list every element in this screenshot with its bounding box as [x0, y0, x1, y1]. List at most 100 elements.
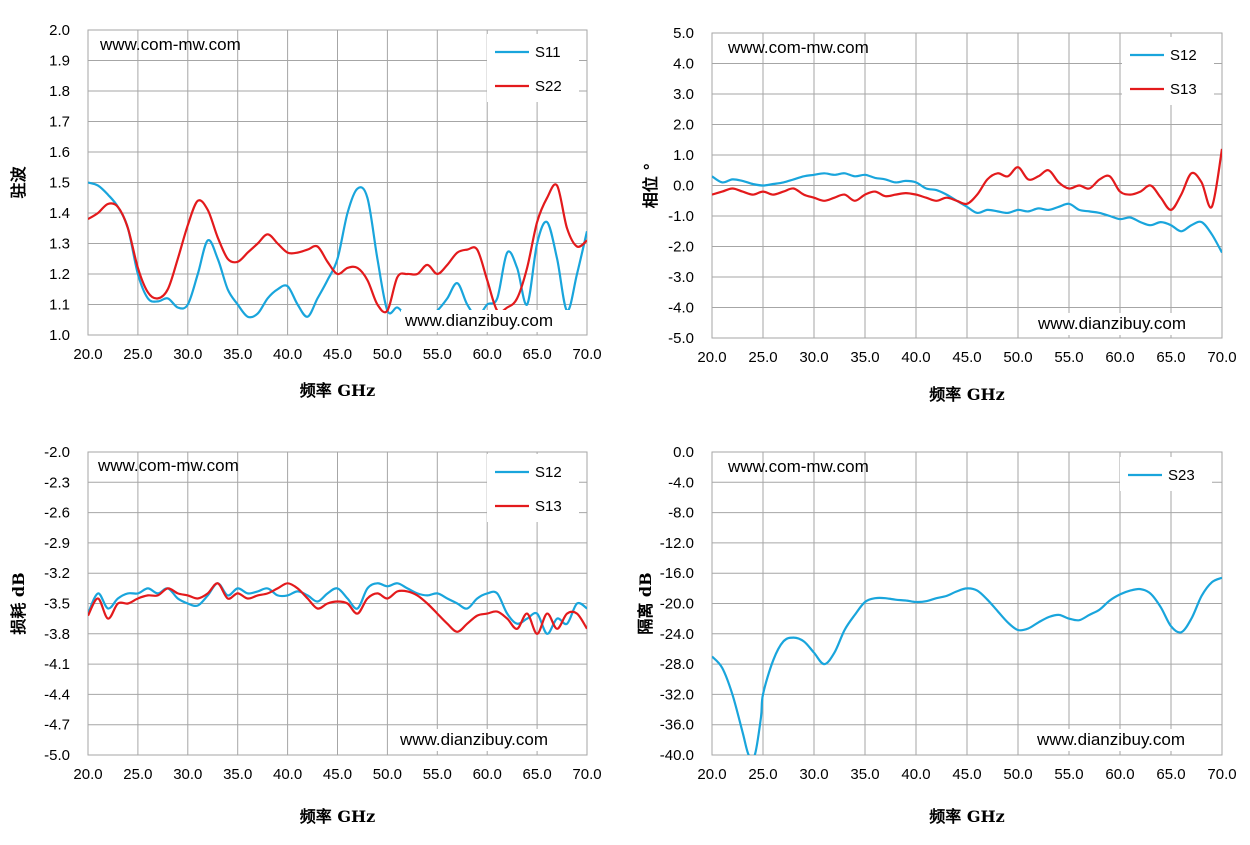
x-tick-label: 30.0	[799, 766, 828, 783]
series-line-s12	[88, 582, 587, 635]
x-tick-label: 60.0	[473, 766, 502, 783]
y-tick-label: 1.0	[49, 327, 70, 344]
y-tick-label: 1.1	[49, 297, 70, 314]
x-axis-label: 频率 GHz	[929, 807, 1004, 826]
x-tick-label: 70.0	[572, 346, 601, 363]
y-tick-label: -32.0	[660, 686, 694, 703]
y-tick-label: 1.9	[49, 53, 70, 70]
watermark-bottom: www.dianzibuy.com	[404, 311, 553, 330]
y-tick-label: -4.0	[668, 474, 694, 491]
x-tick-label: 55.0	[423, 346, 452, 363]
x-tick-label: 35.0	[223, 346, 252, 363]
x-tick-label: 25.0	[748, 766, 777, 783]
y-tick-label: 5.0	[673, 25, 694, 42]
x-tick-label: 55.0	[423, 766, 452, 783]
y-tick-label: 3.0	[673, 86, 694, 103]
series-line-s13	[88, 582, 587, 635]
x-tick-label: 65.0	[1156, 766, 1185, 783]
x-tick-label: 70.0	[572, 766, 601, 783]
watermark-bottom-bg	[396, 729, 576, 751]
x-tick-label: 60.0	[1105, 766, 1134, 783]
x-tick-label: 30.0	[799, 349, 828, 366]
watermark-top: www.com-mw.com	[99, 35, 241, 54]
chart-panel-4: 20.0 25.0 30.0 35.0 40.0 45.0 50.0 55.0 60.0 65.0…	[636, 444, 1237, 826]
x-tick-label: 60.0	[473, 346, 502, 363]
x-axis-label: 频率 GHz	[300, 807, 375, 826]
y-tick-label: 1.0	[673, 147, 694, 164]
x-tick-label: 45.0	[952, 349, 981, 366]
watermark-bottom-bg	[1034, 313, 1214, 335]
x-tick-label: 65.0	[1156, 349, 1185, 366]
series-line-s11	[88, 181, 587, 319]
y-tick-label: 0.0	[673, 178, 694, 195]
x-tick-label: 40.0	[901, 766, 930, 783]
legend-label-s12: S12	[1170, 47, 1197, 64]
x-tick-label: 50.0	[373, 346, 402, 363]
y-axis-label: 隔离 dB	[636, 572, 655, 634]
legend-label-s12: S12	[535, 464, 562, 481]
y-tick-label: -40.0	[660, 747, 694, 764]
x-tick-label: 40.0	[273, 346, 302, 363]
y-tick-label: -4.4	[44, 686, 70, 703]
x-tick-label: 55.0	[1054, 766, 1083, 783]
y-tick-label: -4.1	[44, 656, 70, 673]
y-tick-label: -5.0	[44, 747, 70, 764]
x-tick-label: 20.0	[697, 349, 726, 366]
series-line-s22	[88, 183, 587, 314]
y-axis-label: 驻波	[9, 166, 28, 199]
watermark-top: www.com-mw.com	[727, 457, 869, 476]
legend-label-s23: S23	[1168, 467, 1195, 484]
y-tick-label: 1.7	[49, 114, 70, 131]
x-axis-label: 频率 GHz	[929, 385, 1004, 404]
y-tick-label: -2.3	[44, 474, 70, 491]
x-tick-label: 30.0	[173, 346, 202, 363]
x-tick-label: 35.0	[850, 766, 879, 783]
watermark-bottom-bg	[401, 310, 581, 332]
y-tick-label: -1.0	[668, 208, 694, 225]
x-tick-label: 45.0	[323, 346, 352, 363]
y-tick-label: -5.0	[668, 330, 694, 347]
watermark-top: www.com-mw.com	[727, 38, 869, 57]
watermark-top: www.com-mw.com	[97, 456, 239, 475]
x-tick-label: 40.0	[273, 766, 302, 783]
y-tick-label: -2.9	[44, 535, 70, 552]
x-tick-label: 25.0	[123, 766, 152, 783]
y-tick-label: -3.8	[44, 626, 70, 643]
x-axis-label: 频率 GHz	[300, 381, 375, 400]
x-tick-label: 20.0	[73, 346, 102, 363]
y-tick-label: 1.2	[49, 266, 70, 283]
y-tick-label: 1.6	[49, 144, 70, 161]
x-tick-label: 50.0	[373, 766, 402, 783]
watermark-bottom: www.dianzibuy.com	[399, 730, 548, 749]
watermark-bottom: www.dianzibuy.com	[1037, 314, 1186, 333]
y-tick-label: -16.0	[660, 565, 694, 582]
x-tick-label: 20.0	[697, 766, 726, 783]
x-tick-label: 65.0	[522, 766, 551, 783]
y-tick-label: -4.7	[44, 717, 70, 734]
x-tick-label: 40.0	[901, 349, 930, 366]
chart-panel-2: 20.0 25.0 30.0 35.0 40.0 45.0 50.0 55.0 60.0 65.0…	[641, 25, 1237, 404]
plot-frame	[711, 32, 1223, 339]
y-tick-label: -24.0	[660, 626, 694, 643]
y-tick-label: -8.0	[668, 505, 694, 522]
legend-box	[487, 454, 579, 522]
x-tick-label: 35.0	[850, 349, 879, 366]
x-tick-label: 50.0	[1003, 766, 1032, 783]
y-tick-label: -3.2	[44, 565, 70, 582]
series-line-s23	[712, 576, 1222, 755]
y-tick-label: -12.0	[660, 535, 694, 552]
y-tick-label: 2.0	[49, 22, 70, 39]
y-tick-label: 0.0	[673, 444, 694, 461]
x-tick-label: 35.0	[223, 766, 252, 783]
x-tick-label: 70.0	[1207, 349, 1236, 366]
plot-frame	[87, 451, 588, 756]
y-tick-label: -28.0	[660, 656, 694, 673]
chart-panel-3: 20.0 25.0 30.0 35.0 40.0 45.0 50.0 55.0 60.0 65.0…	[9, 444, 602, 826]
legend-label-s13: S13	[1170, 81, 1197, 98]
y-tick-label: 1.5	[49, 175, 70, 192]
x-tick-label: 70.0	[1207, 766, 1236, 783]
plot-frame	[711, 451, 1223, 756]
y-tick-label: -2.0	[668, 239, 694, 256]
